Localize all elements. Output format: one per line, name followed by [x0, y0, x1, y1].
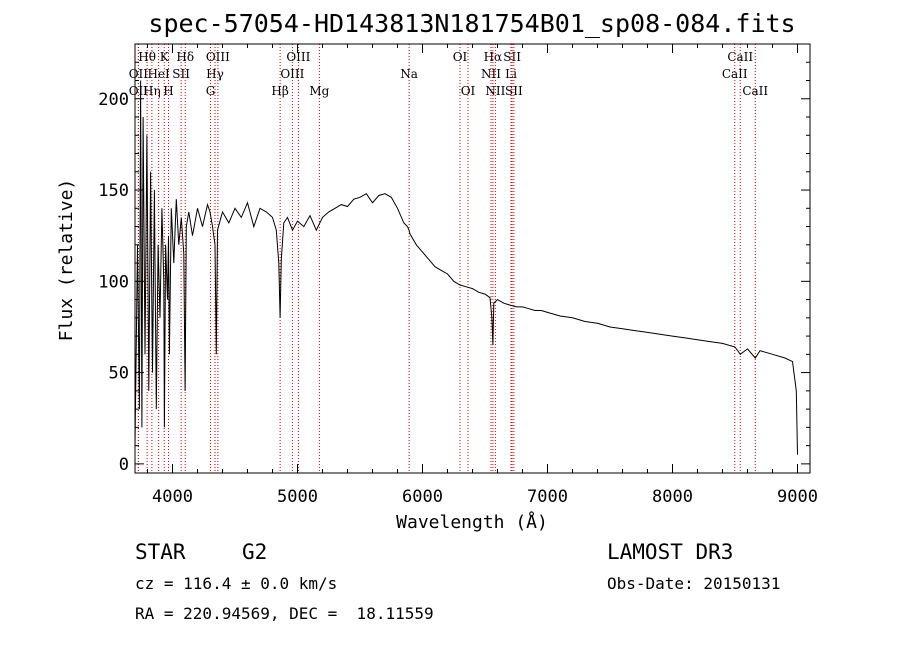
- y-axis-label: Flux (relative): [56, 179, 77, 342]
- flux-line: [134, 80, 798, 455]
- y-tick-label: 100: [98, 272, 129, 292]
- line-marker-label: G: [206, 84, 216, 98]
- cz-readout: cz = 116.4 ± 0.0 km/s: [135, 574, 338, 593]
- line-marker-label: NII: [485, 84, 505, 98]
- x-axis: 4000 5000 6000 7000 8000 9000: [147, 44, 818, 507]
- line-marker-label: Mg: [309, 84, 329, 98]
- y-tick-label: 150: [98, 181, 129, 201]
- line-marker-label: SII: [503, 50, 521, 64]
- line-marker-label: Hθ: [138, 50, 156, 64]
- line-marker-label: Hβ: [271, 84, 288, 98]
- line-marker-label: OIII: [280, 67, 304, 81]
- y-tick-label: 0: [119, 455, 129, 475]
- x-axis-label: Wavelength (Å): [396, 511, 548, 533]
- x-tick-label: 7000: [527, 487, 568, 507]
- line-marker-label: Na: [400, 67, 418, 81]
- coordinates: RA = 220.94569, DEC = 18.11559: [135, 604, 434, 623]
- chart-title: spec-57054-HD143813N181754B01_sp08-084.f…: [148, 9, 795, 38]
- line-marker-label: H: [163, 84, 173, 98]
- object-class: STAR: [135, 540, 186, 564]
- subclass: G2: [242, 540, 268, 564]
- line-marker-label: NII: [481, 67, 501, 81]
- x-tick-label: 9000: [777, 487, 818, 507]
- line-marker-label: SII: [505, 84, 523, 98]
- line-marker-label: Hγ: [206, 67, 224, 81]
- line-marker-label: CaII: [722, 67, 748, 81]
- x-tick-label: 5000: [277, 487, 318, 507]
- line-marker-label: OIII: [286, 50, 310, 64]
- line-marker-label: OII: [129, 67, 149, 81]
- line-marker-label: OIII: [206, 50, 230, 64]
- x-tick-label: 4000: [152, 487, 193, 507]
- line-marker-label: Hδ: [176, 50, 194, 64]
- line-marker-label: Hα: [484, 50, 503, 64]
- line-marker-label: CaII: [727, 50, 753, 64]
- line-marker-label: OI: [461, 84, 476, 98]
- x-tick-label: 8000: [652, 487, 693, 507]
- line-marker-label: OI: [453, 50, 468, 64]
- plot-frame: [134, 43, 811, 474]
- line-marker-label: SII: [172, 67, 190, 81]
- x-tick-label: 6000: [402, 487, 443, 507]
- line-marker-label: HeI: [147, 67, 170, 81]
- line-marker-label: K: [160, 50, 170, 64]
- line-marker-label: Hη: [143, 84, 161, 98]
- line-marker-label: Li: [505, 67, 517, 81]
- line-marker-label: CaII: [742, 84, 768, 98]
- line-marker-label: OII: [129, 84, 149, 98]
- y-tick-label: 50: [109, 364, 129, 384]
- y-axis: 0 50 100 150 200: [98, 61, 810, 475]
- y-tick-label: 200: [98, 90, 129, 110]
- survey-name: LAMOST DR3: [607, 540, 734, 564]
- obs-date: Obs-Date: 20150131: [607, 574, 781, 593]
